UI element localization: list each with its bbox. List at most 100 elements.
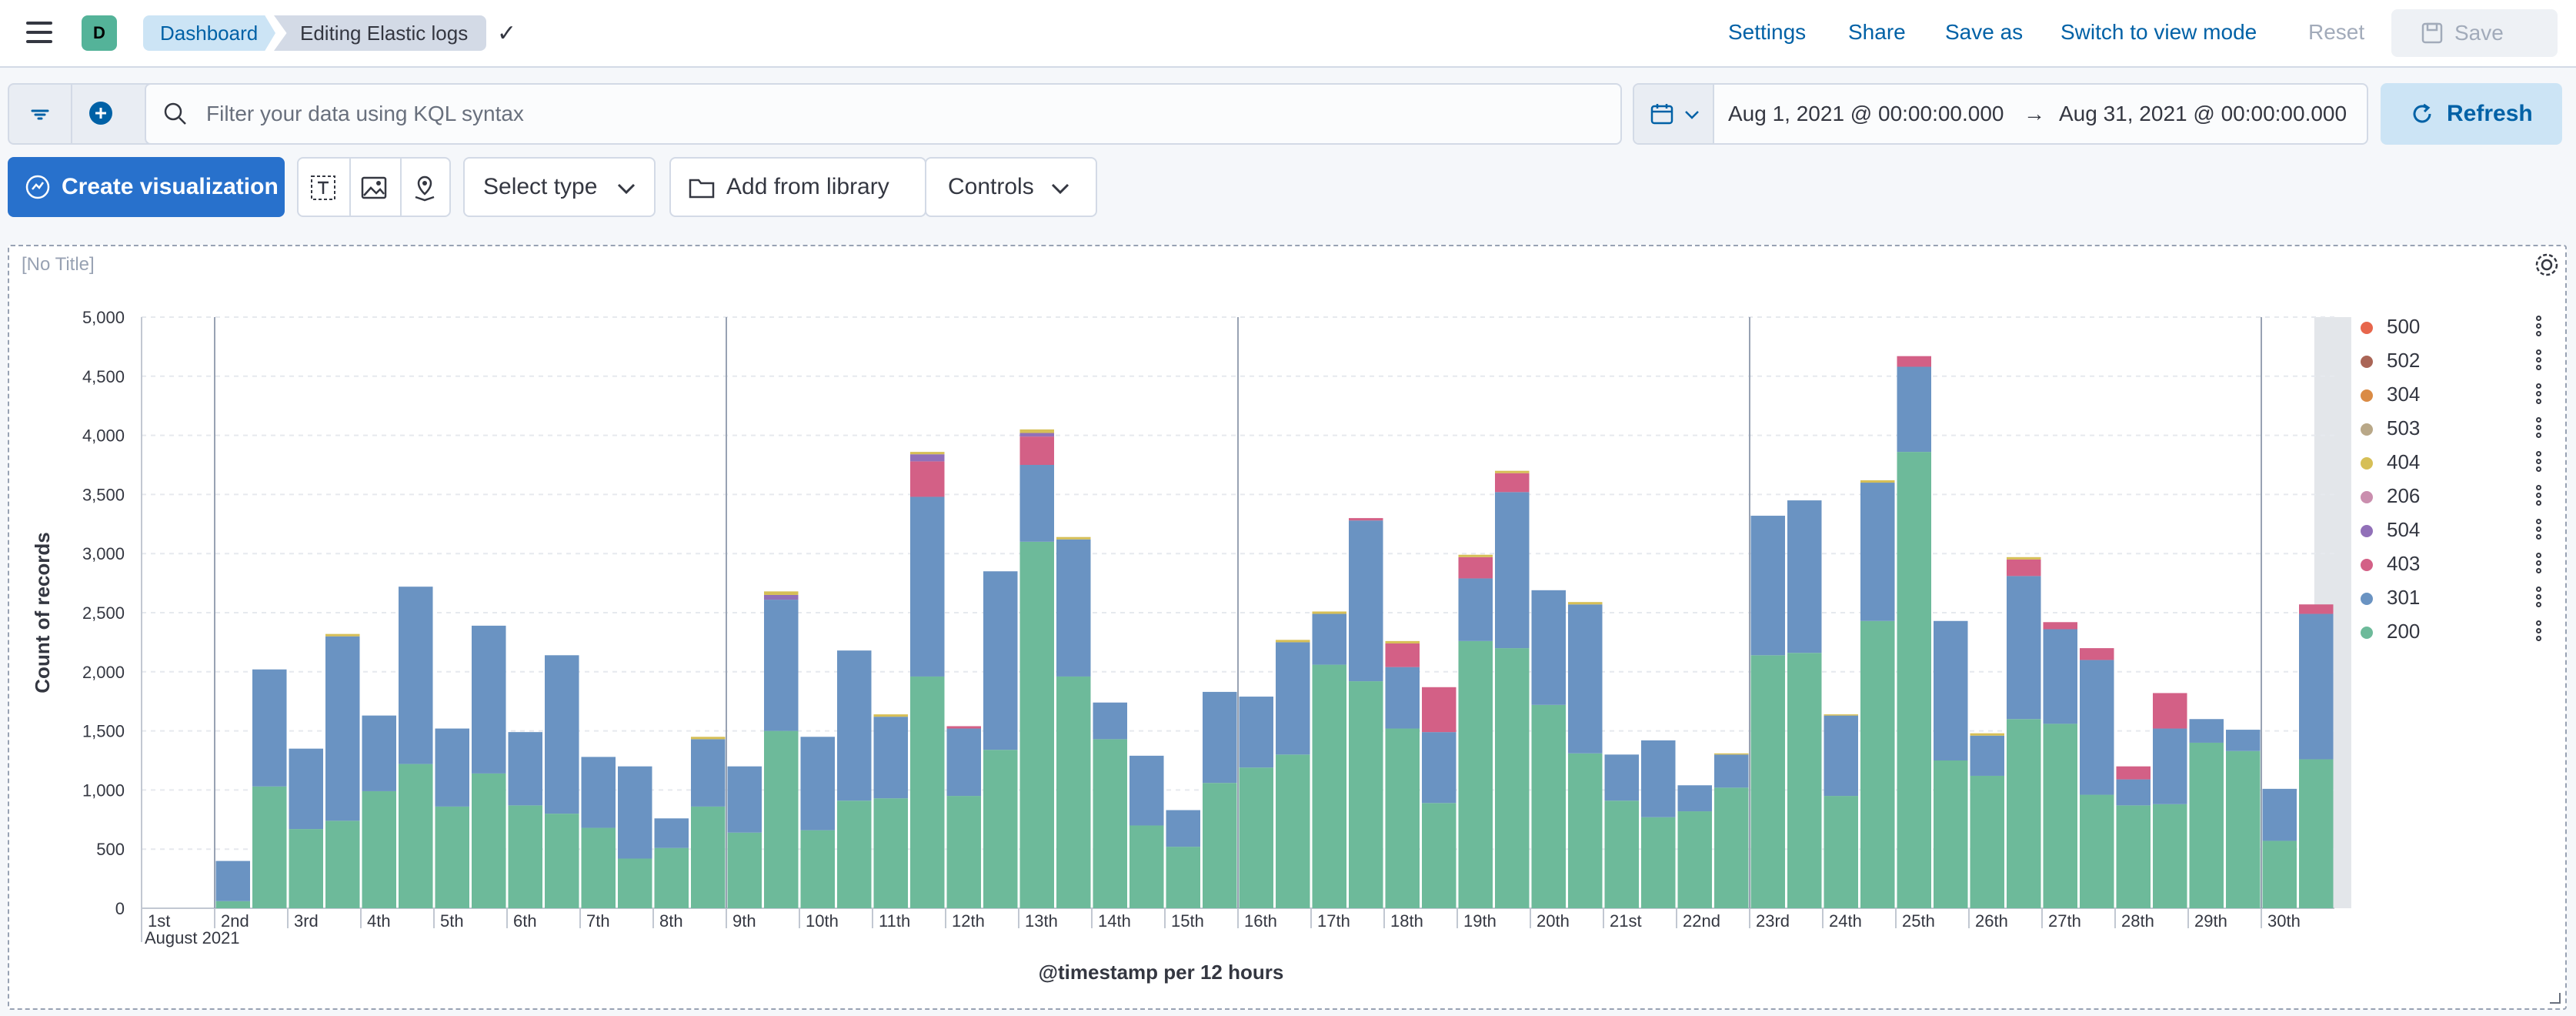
legend-options-icon[interactable] xyxy=(2536,519,2542,542)
legend-options-icon[interactable] xyxy=(2536,451,2542,474)
resize-handle-icon[interactable] xyxy=(2550,993,2561,1004)
controls-label: Controls xyxy=(948,174,1034,199)
bar-segment-200 xyxy=(2080,794,2114,908)
legend-item-404[interactable]: 404 xyxy=(2361,446,2420,477)
bar-segment-301 xyxy=(1458,578,1493,641)
legend-item-503[interactable]: 503 xyxy=(2361,413,2420,443)
x-tick-label: 27th xyxy=(2048,911,2081,931)
create-visualization-button[interactable]: Create visualization xyxy=(8,157,285,217)
bar-segment-403 xyxy=(2007,559,2041,577)
create-visualization-label: Create visualization xyxy=(62,174,279,199)
gear-icon[interactable] xyxy=(2531,249,2562,280)
legend-options-icon[interactable] xyxy=(2536,383,2542,406)
y-tick-label: 1,000 xyxy=(82,780,125,800)
bar-segment-200 xyxy=(1239,767,1273,908)
bar-segment-200 xyxy=(1093,739,1127,908)
controls-button[interactable]: Controls xyxy=(925,157,1097,217)
menu-icon[interactable] xyxy=(26,22,52,45)
filter-icon[interactable] xyxy=(26,102,54,130)
bar-segment-301 xyxy=(1276,642,1310,755)
top-header: D Dashboard Editing Elastic logs ✓ Setti… xyxy=(0,0,2576,68)
share-link[interactable]: Share xyxy=(1848,20,1906,44)
bar-segment-403 xyxy=(2043,622,2077,630)
legend-options-icon[interactable] xyxy=(2536,553,2542,576)
bar-segment-200 xyxy=(946,796,981,908)
image-icon[interactable] xyxy=(360,174,388,206)
bar-segment-403 xyxy=(1897,356,1931,367)
legend-options-icon[interactable] xyxy=(2536,417,2542,440)
map-icon[interactable] xyxy=(411,174,439,206)
x-tick-label: 14th xyxy=(1098,911,1131,931)
x-tick-label: 16th xyxy=(1244,911,1277,931)
kql-search-input[interactable]: Filter your data using KQL syntax xyxy=(145,83,1622,145)
add-filter-icon[interactable] xyxy=(88,100,114,130)
legend-item-200[interactable]: 200 xyxy=(2361,616,2420,647)
bar-segment-301 xyxy=(654,818,689,848)
save-label: Save xyxy=(2454,21,2504,45)
x-tick-label: 7th xyxy=(586,911,610,931)
end-date[interactable]: Aug 31, 2021 @ 00:00:00.000 xyxy=(2059,102,2347,125)
legend-label: 304 xyxy=(2387,383,2421,406)
bar-segment-200 xyxy=(983,750,1018,908)
bar-segment-200 xyxy=(2007,719,2041,908)
select-type-button[interactable]: Select type xyxy=(463,157,656,217)
save-button[interactable]: Save xyxy=(2391,9,2558,57)
bar-segment-200 xyxy=(2116,805,2151,908)
bar-segment-200 xyxy=(325,820,360,908)
bar-segment-301 xyxy=(946,728,981,797)
bar-segment-200 xyxy=(2043,724,2077,908)
bar-segment-200 xyxy=(2153,804,2187,908)
settings-link[interactable]: Settings xyxy=(1728,20,1807,44)
bar-segment-301 xyxy=(1641,740,1676,817)
bar-segment-504 xyxy=(910,454,945,462)
space-avatar[interactable]: D xyxy=(82,15,117,51)
quick-add-group xyxy=(297,157,451,217)
legend-item-301[interactable]: 301 xyxy=(2361,582,2420,613)
refresh-button[interactable]: Refresh xyxy=(2381,83,2562,145)
x-tick-label: 12th xyxy=(952,911,985,931)
legend-item-504[interactable]: 504 xyxy=(2361,514,2420,545)
text-icon[interactable] xyxy=(309,174,337,206)
start-date[interactable]: Aug 1, 2021 @ 00:00:00.000 xyxy=(1728,102,2004,125)
legend-item-206[interactable]: 206 xyxy=(2361,480,2420,511)
legend-options-icon[interactable] xyxy=(2536,587,2542,610)
add-from-library-button[interactable]: Add from library xyxy=(669,157,926,217)
legend-item-502[interactable]: 502 xyxy=(2361,345,2420,376)
bar-segment-301 xyxy=(289,748,323,830)
legend-item-500[interactable]: 500 xyxy=(2361,311,2420,342)
bar-segment-404 xyxy=(1312,611,1346,614)
bar-segment-404 xyxy=(691,737,726,740)
quick-date-menu[interactable] xyxy=(1634,85,1714,143)
bar-segment-301 xyxy=(1568,604,1603,754)
bar-segment-404 xyxy=(1714,753,1749,755)
switch-view-mode-link[interactable]: Switch to view mode xyxy=(2060,20,2257,44)
bar-segment-200 xyxy=(1130,825,1164,908)
reset-link[interactable]: Reset xyxy=(2308,20,2365,44)
legend-options-icon[interactable] xyxy=(2536,316,2542,339)
check-icon[interactable]: ✓ xyxy=(497,21,517,46)
refresh-label: Refresh xyxy=(2447,101,2533,126)
y-tick-label: 1,500 xyxy=(82,722,125,741)
legend-item-304[interactable]: 304 xyxy=(2361,379,2420,409)
save-as-link[interactable]: Save as xyxy=(1945,20,2024,44)
breadcrumb-dashboard[interactable]: Dashboard xyxy=(143,15,275,51)
legend-label: 504 xyxy=(2387,518,2421,541)
bar-segment-301 xyxy=(2262,788,2297,841)
legend-options-icon[interactable] xyxy=(2536,485,2542,508)
bar-segment-301 xyxy=(1604,754,1639,801)
bar-segment-301 xyxy=(2299,613,2334,760)
bar-segment-301 xyxy=(910,496,945,677)
bar-segment-404 xyxy=(1056,536,1091,540)
bar-chart: 0 500 1,000 1,500 2,000 2,500 3,000 3,500 4,000 4… xyxy=(31,308,2351,984)
legend-dot xyxy=(2361,423,2373,436)
bar-segment-403 xyxy=(2153,693,2187,729)
legend-options-icon[interactable] xyxy=(2536,620,2542,643)
bar-segment-504 xyxy=(764,594,799,600)
bar-segment-301 xyxy=(1203,691,1237,784)
bar-segment-200 xyxy=(215,901,250,908)
x-tick-label: 20th xyxy=(1537,911,1570,931)
legend-item-403[interactable]: 403 xyxy=(2361,548,2420,579)
bar-segment-301 xyxy=(472,625,506,774)
legend-options-icon[interactable] xyxy=(2536,349,2542,373)
kql-placeholder: Filter your data using KQL syntax xyxy=(206,102,524,125)
